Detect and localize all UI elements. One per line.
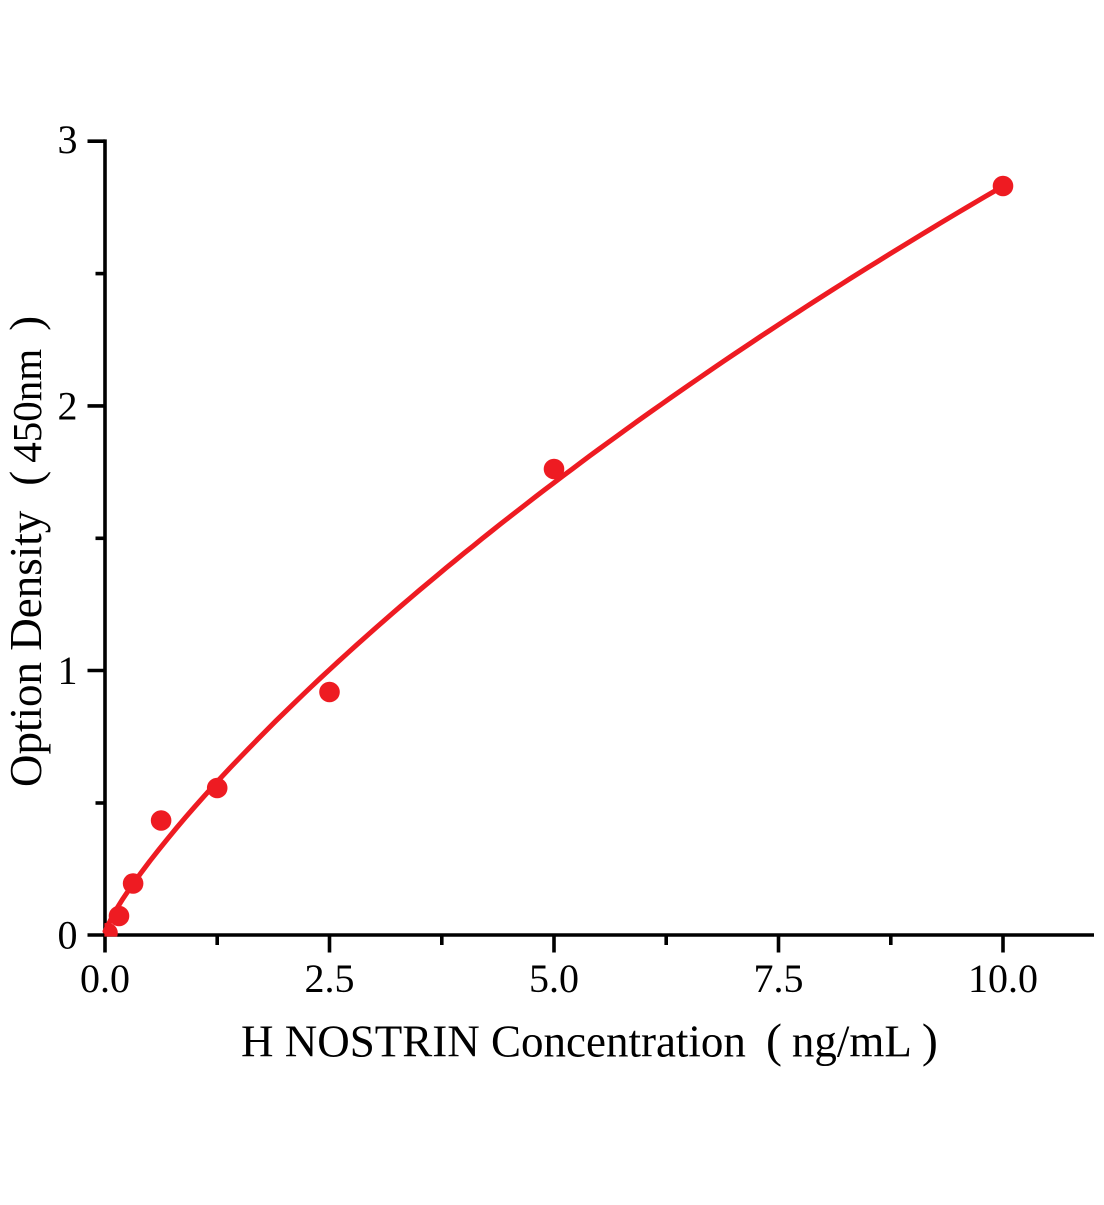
svg-text:10.0: 10.0: [968, 956, 1038, 1001]
svg-text:2: 2: [58, 383, 78, 428]
svg-text:Option Density(450nm): Option Density(450nm): [1, 316, 51, 787]
svg-text:1: 1: [58, 648, 78, 693]
svg-text:7.5: 7.5: [754, 956, 804, 1001]
svg-text:0.0: 0.0: [80, 956, 130, 1001]
svg-text:2.5: 2.5: [305, 956, 355, 1001]
svg-text:5.0: 5.0: [529, 956, 579, 1001]
svg-text:3: 3: [58, 117, 78, 162]
svg-text:H NOSTRIN Concentration(ng/mL): H NOSTRIN Concentration(ng/mL): [241, 1015, 938, 1068]
svg-text:0: 0: [58, 913, 78, 958]
